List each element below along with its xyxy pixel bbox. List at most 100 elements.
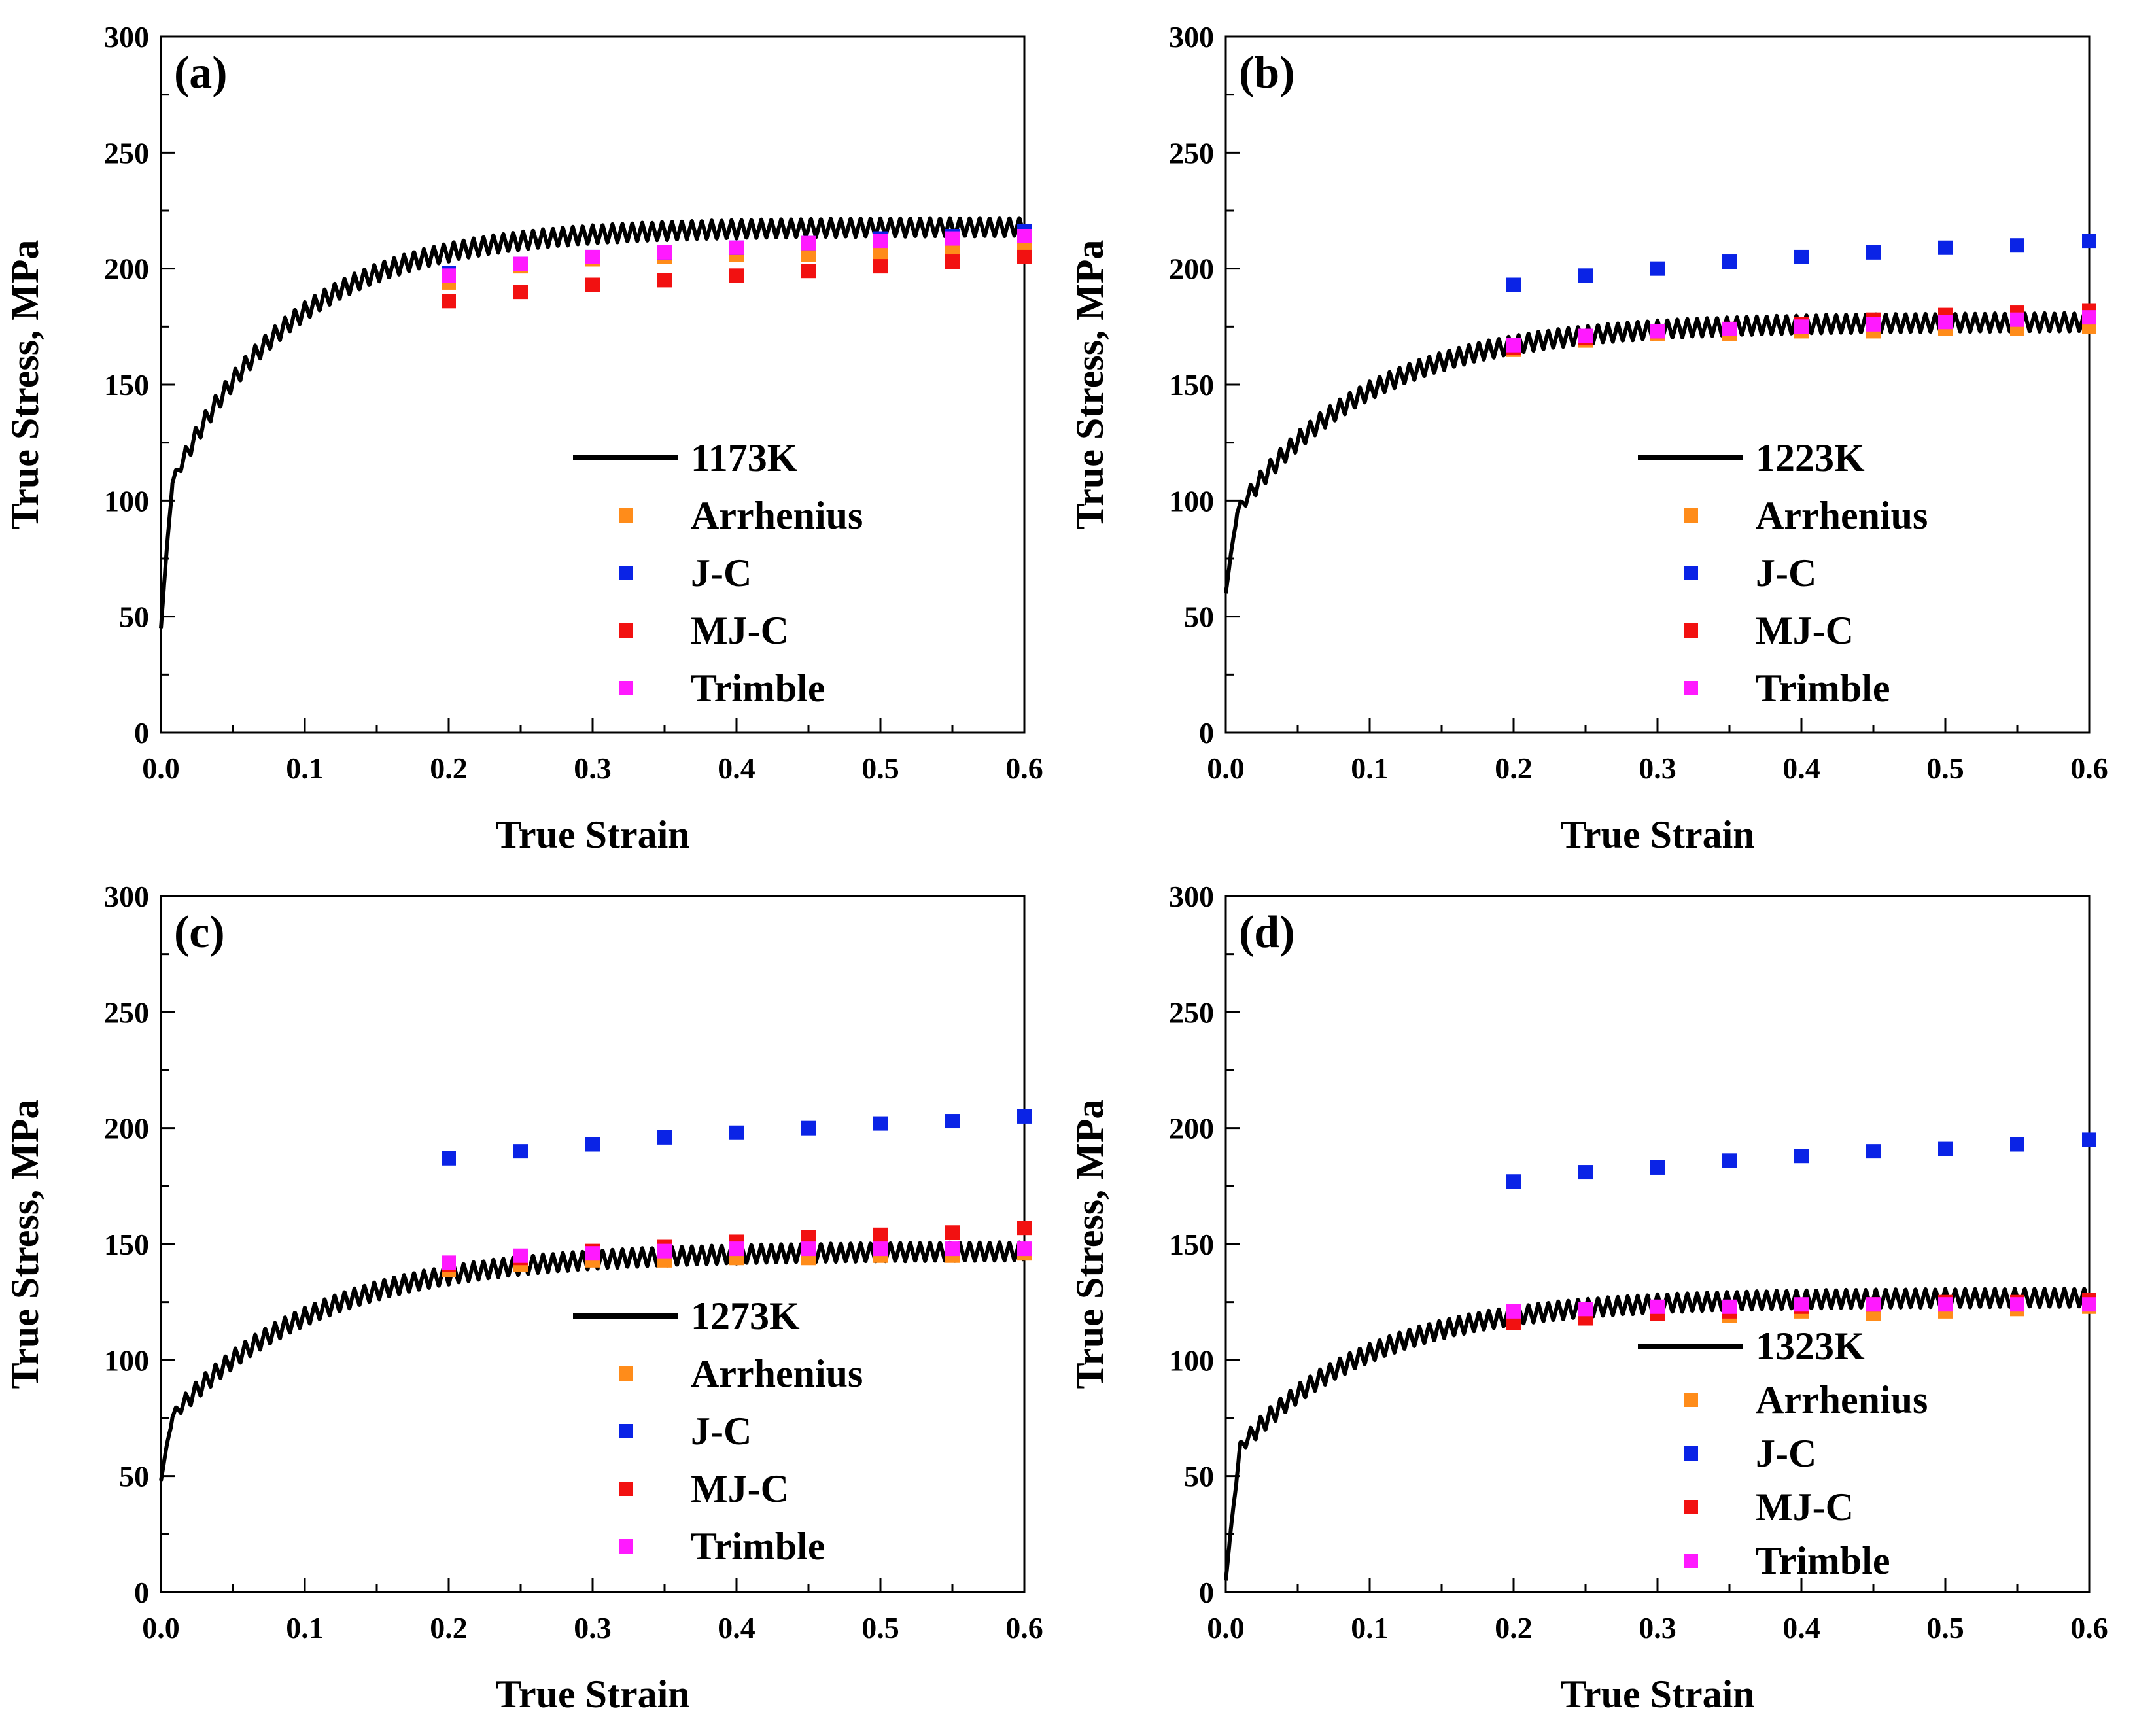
x-tick-label: 0.1: [286, 752, 324, 785]
x-tick-label: 0.3: [574, 752, 612, 785]
y-tick-label: 300: [104, 20, 149, 54]
y-tick-label: 100: [1169, 484, 1214, 517]
marker-jc: [1578, 268, 1593, 283]
y-tick-label: 200: [1169, 1112, 1214, 1145]
y-axis-title: True Stress, MPa: [1068, 240, 1111, 530]
marker-arrhenius: [873, 245, 888, 260]
experimental-curve: [159, 216, 1026, 629]
y-tick-label: 150: [104, 1228, 149, 1261]
marker-mjc: [1017, 1221, 1032, 1236]
marker-jc: [1938, 240, 1953, 255]
marker-trimble: [945, 231, 960, 246]
marker-jc: [1866, 1144, 1881, 1159]
x-tick-label: 0.6: [1005, 752, 1043, 785]
marker-jc: [1794, 1149, 1809, 1164]
marker-jc: [1506, 277, 1521, 292]
y-tick-label: 50: [119, 600, 149, 634]
legend-label: Arrhenius: [1756, 494, 1928, 537]
y-axis-title: True Stress, MPa: [3, 1100, 46, 1389]
marker-mjc: [873, 1227, 888, 1242]
marker-trimble: [1794, 319, 1809, 334]
y-tick-label: 0: [134, 716, 149, 750]
legend-label: Trimble: [1756, 667, 1890, 710]
marker-trimble: [1578, 328, 1593, 343]
legend-label: 1173K: [691, 436, 798, 479]
marker-trimble: [1866, 317, 1881, 332]
x-tick-label: 0.4: [718, 1611, 755, 1644]
marker-trimble: [873, 1241, 888, 1257]
x-tick-label: 0.3: [1639, 1611, 1676, 1644]
y-axis-title: True Stress, MPa: [1068, 1100, 1111, 1389]
marker-jc: [1938, 1141, 1953, 1156]
marker-mjc: [1506, 1315, 1521, 1330]
legend-label: 1223K: [1756, 436, 1865, 479]
x-tick-label: 0.4: [1782, 752, 1820, 785]
marker-jc: [1578, 1165, 1593, 1180]
plot-frame: [1224, 895, 2091, 1593]
legend-label: J-C: [691, 1410, 752, 1453]
x-axis-title: True Strain: [495, 1673, 689, 1716]
legend-label: Arrhenius: [691, 1352, 863, 1395]
marker-jc: [513, 1144, 528, 1159]
legend: 1273K Arrhenius J-C MJ-C Trimble: [573, 1294, 863, 1568]
experimental-curve: [1224, 311, 2091, 594]
legend-label: MJ-C: [691, 1467, 789, 1510]
legend: 1223K Arrhenius J-C MJ-C Trimble: [1638, 436, 1928, 710]
marker-trimble: [442, 268, 456, 283]
y-tick-label: 150: [104, 368, 149, 402]
marker-trimble: [1578, 1302, 1593, 1317]
y-axis-title: True Stress, MPa: [3, 240, 46, 530]
legend-label: J-C: [691, 551, 752, 595]
marker-trimble: [1722, 321, 1737, 336]
legend-marker: [1684, 1500, 1698, 1514]
y-tick-label: 50: [119, 1460, 149, 1493]
x-tick-label: 0.1: [286, 1611, 324, 1644]
marker-mjc: [513, 285, 528, 300]
x-tick-label: 0.4: [718, 752, 755, 785]
marker-mjc: [657, 273, 672, 288]
experimental-curve: [159, 1240, 1026, 1482]
y-tick-label: 200: [1169, 252, 1214, 286]
y-tick-label: 300: [1169, 20, 1214, 54]
legend-label: 1323K: [1756, 1325, 1865, 1368]
panel-c: 0.0 0.1 0.2 0.3 0.4 0.5 0.6 0 50 100 150 200 250 300 T…: [3, 880, 1043, 1716]
legend-label: 1273K: [691, 1294, 800, 1338]
legend-marker: [1684, 623, 1698, 638]
legend-marker: [1684, 681, 1698, 695]
legend-marker: [1684, 566, 1698, 580]
marker-mjc: [442, 294, 456, 309]
panel-d: 0.0 0.1 0.2 0.3 0.4 0.5 0.6 0 50 100 150 200 250 300 T…: [1068, 880, 2108, 1716]
panel-a: 0.0 0.1 0.2 0.3 0.4 0.5 0.6 0 50 100 150 200 250 300 T…: [3, 20, 1043, 856]
panel-label: (b): [1239, 48, 1295, 98]
legend-marker: [1684, 508, 1698, 523]
legend-marker: [619, 566, 633, 580]
marker-trimble: [2010, 1297, 2024, 1312]
x-axis-title: True Strain: [495, 813, 689, 856]
y-tick-label: 100: [104, 1344, 149, 1377]
marker-trimble: [873, 234, 888, 249]
marker-arrhenius: [945, 243, 960, 258]
legend-label: MJ-C: [1756, 1485, 1854, 1529]
legend-marker: [619, 1539, 633, 1554]
marker-jc: [801, 1120, 816, 1136]
y-tick-label: 300: [104, 880, 149, 913]
marker-trimble: [729, 240, 744, 255]
marker-jc: [1650, 1160, 1665, 1175]
marker-mjc: [729, 268, 744, 283]
legend-marker: [1684, 1393, 1698, 1407]
y-tick-label: 0: [1199, 716, 1214, 750]
x-tick-label: 0.2: [1495, 1611, 1533, 1644]
marker-trimble: [1938, 315, 1953, 330]
marker-jc: [729, 1125, 744, 1140]
legend-marker: [619, 1482, 633, 1496]
plot-frame: [1224, 35, 2091, 734]
y-tick-label: 150: [1169, 1228, 1214, 1261]
legend-label: Trimble: [691, 667, 825, 710]
marker-trimble: [2010, 312, 2024, 327]
y-tick-label: 50: [1184, 1460, 1214, 1493]
y-tick-label: 250: [104, 996, 149, 1029]
marker-trimble: [729, 1241, 744, 1257]
marker-trimble: [1722, 1299, 1737, 1314]
marker-trimble: [945, 1241, 960, 1257]
